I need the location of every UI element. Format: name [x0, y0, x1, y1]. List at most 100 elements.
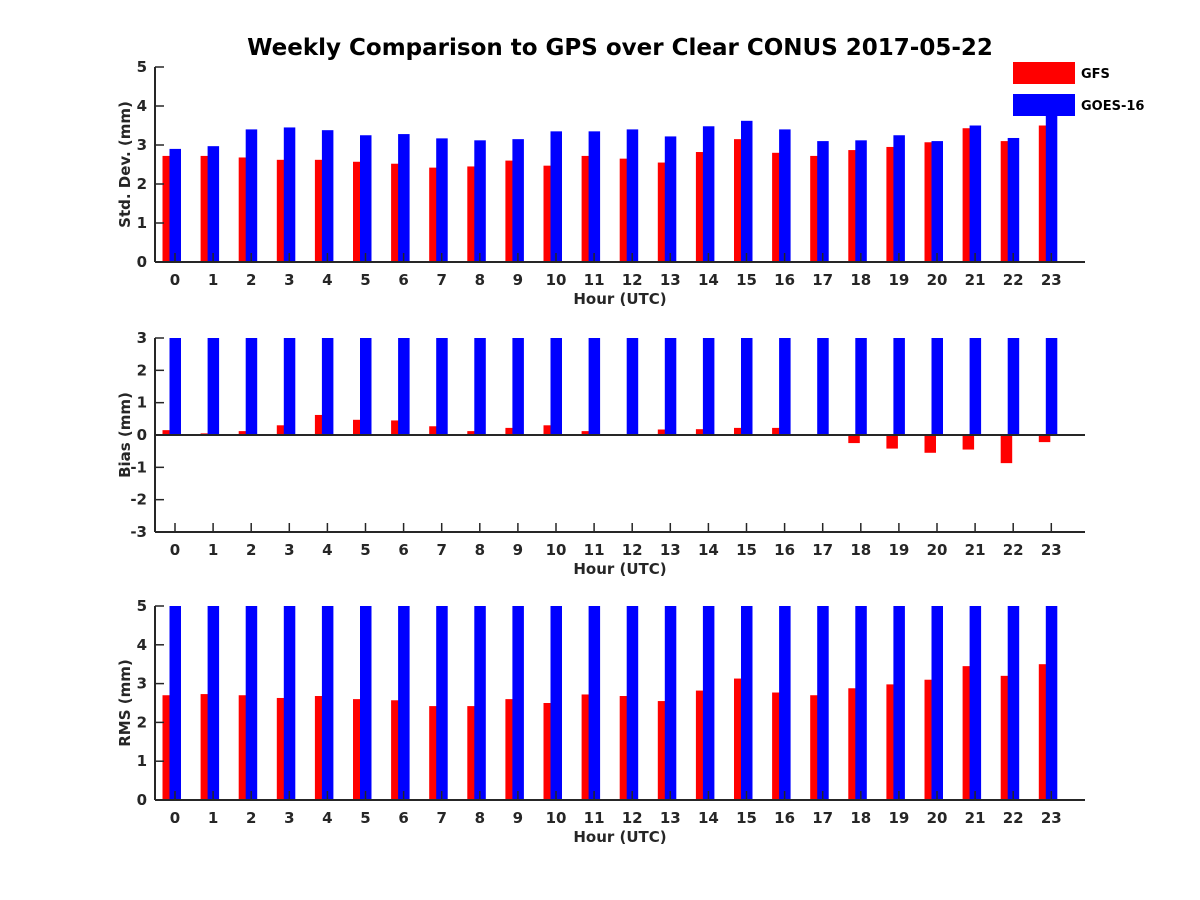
x-tick-label-bias-22: 22: [1003, 541, 1024, 559]
bar-bias-goes16-5: [360, 338, 372, 435]
bar-rms-goes16-9: [512, 606, 524, 800]
bar-rms-gfs-4: [314, 696, 327, 800]
bar-bias-goes16-21: [969, 338, 982, 435]
bar-rms-gfs-20: [924, 679, 936, 800]
bar-std-gfs-19: [886, 146, 898, 262]
bar-rms-gfs-23: [1038, 664, 1051, 800]
x-tick-label-bias-14: 14: [698, 541, 719, 559]
bar-bias-gfs-15: [734, 427, 746, 435]
legend-label-gfs: GFS: [1081, 67, 1110, 82]
bar-rms-goes16-2: [245, 606, 258, 800]
y-tick-label-std-0: 0: [137, 253, 147, 271]
bar-rms-gfs-16: [772, 692, 784, 800]
bar-std-gfs-22: [1000, 141, 1013, 262]
y-tick-label-std-4: 4: [137, 97, 147, 115]
x-tick-label-rms-18: 18: [850, 809, 871, 827]
bar-bias-goes16-16: [779, 338, 791, 435]
bar-rms-goes16-18: [855, 606, 867, 800]
bar-std-gfs-16: [772, 152, 784, 262]
bar-std-gfs-23: [1038, 125, 1051, 262]
y-tick-label-rms-0: 0: [137, 791, 147, 809]
x-tick-label-std-17: 17: [812, 271, 833, 289]
x-tick-label-std-2: 2: [246, 271, 256, 289]
y-tick-label-bias-3: 3: [137, 329, 147, 347]
y-tick-label-rms-2: 2: [137, 713, 147, 731]
bar-std-goes16-1: [207, 146, 220, 262]
x-tick-label-std-10: 10: [546, 271, 567, 289]
bar-std-goes16-22: [1007, 137, 1020, 262]
bar-rms-goes16-5: [360, 606, 372, 800]
x-tick-label-std-6: 6: [398, 271, 408, 289]
bar-std-gfs-21: [962, 128, 975, 262]
y-tick-label-std-3: 3: [137, 136, 147, 154]
legend: GFS GOES-16: [1013, 62, 1144, 116]
x-tick-label-std-15: 15: [736, 271, 757, 289]
bar-rms-goes16-8: [474, 606, 486, 800]
x-tick-label-rms-10: 10: [546, 809, 567, 827]
bar-bias-goes16-9: [512, 338, 524, 435]
legend-swatch-gfs: [1013, 62, 1075, 84]
bar-std-goes16-18: [855, 140, 867, 262]
bar-bias-gfs-22: [1000, 435, 1013, 464]
x-tick-label-std-19: 19: [888, 271, 909, 289]
bar-std-goes16-11: [588, 131, 601, 262]
bar-rms-gfs-9: [505, 699, 517, 800]
bar-bias-gfs-19: [886, 435, 898, 449]
bar-std-gfs-2: [238, 157, 251, 262]
x-tick-label-rms-19: 19: [888, 809, 909, 827]
bar-std-goes16-8: [474, 140, 486, 262]
bar-std-goes16-2: [245, 129, 258, 262]
bar-rms-gfs-15: [734, 678, 746, 800]
bar-std-gfs-13: [657, 162, 670, 262]
bar-bias-gfs-2: [238, 431, 251, 435]
bar-std-goes16-23: [1045, 107, 1058, 262]
y-axis-label-std: Std. Dev. (mm): [116, 101, 134, 228]
x-tick-label-bias-13: 13: [660, 541, 681, 559]
bar-rms-gfs-21: [962, 666, 975, 800]
bar-rms-gfs-3: [276, 697, 289, 800]
x-tick-label-bias-20: 20: [927, 541, 948, 559]
bar-std-gfs-11: [581, 155, 594, 262]
bar-rms-gfs-10: [543, 703, 555, 800]
x-tick-label-std-1: 1: [208, 271, 218, 289]
bar-std-gfs-17: [810, 155, 822, 262]
bar-std-gfs-20: [924, 142, 936, 262]
bar-std-gfs-15: [734, 139, 746, 262]
bar-std-goes16-14: [702, 126, 715, 262]
bar-std-gfs-14: [695, 152, 708, 262]
bar-bias-gfs-23: [1038, 435, 1051, 443]
bar-std-gfs-0: [162, 155, 174, 262]
bar-bias-goes16-17: [817, 338, 829, 435]
bar-std-goes16-3: [283, 127, 296, 262]
x-tick-label-rms-0: 0: [170, 809, 180, 827]
bar-rms-gfs-1: [200, 694, 213, 800]
bar-std-gfs-18: [848, 150, 860, 262]
x-tick-label-bias-17: 17: [812, 541, 833, 559]
x-tick-label-rms-6: 6: [398, 809, 408, 827]
bar-bias-gfs-4: [314, 414, 327, 435]
bar-std-goes16-4: [321, 130, 334, 262]
bar-std-gfs-1: [200, 155, 213, 262]
x-tick-label-bias-0: 0: [170, 541, 180, 559]
chart-title: Weekly Comparison to GPS over Clear CONU…: [247, 35, 993, 61]
x-tick-label-std-8: 8: [475, 271, 485, 289]
bar-std-goes16-6: [398, 134, 410, 262]
x-tick-label-rms-4: 4: [322, 809, 332, 827]
bar-bias-goes16-19: [893, 338, 905, 435]
bar-rms-gfs-22: [1000, 675, 1013, 800]
y-tick-label-std-5: 5: [137, 58, 147, 76]
bar-bias-goes16-18: [855, 338, 867, 435]
bar-std-goes16-15: [741, 120, 753, 262]
bar-rms-gfs-0: [162, 695, 174, 800]
y-tick-label-rms-5: 5: [137, 597, 147, 615]
y-tick-label-bias--2: -2: [130, 491, 147, 509]
x-tick-label-bias-19: 19: [888, 541, 909, 559]
bar-std-goes16-0: [169, 148, 181, 262]
bar-std-goes16-7: [436, 138, 448, 262]
x-tick-label-bias-15: 15: [736, 541, 757, 559]
x-tick-label-rms-5: 5: [360, 809, 370, 827]
bar-rms-goes16-17: [817, 606, 829, 800]
